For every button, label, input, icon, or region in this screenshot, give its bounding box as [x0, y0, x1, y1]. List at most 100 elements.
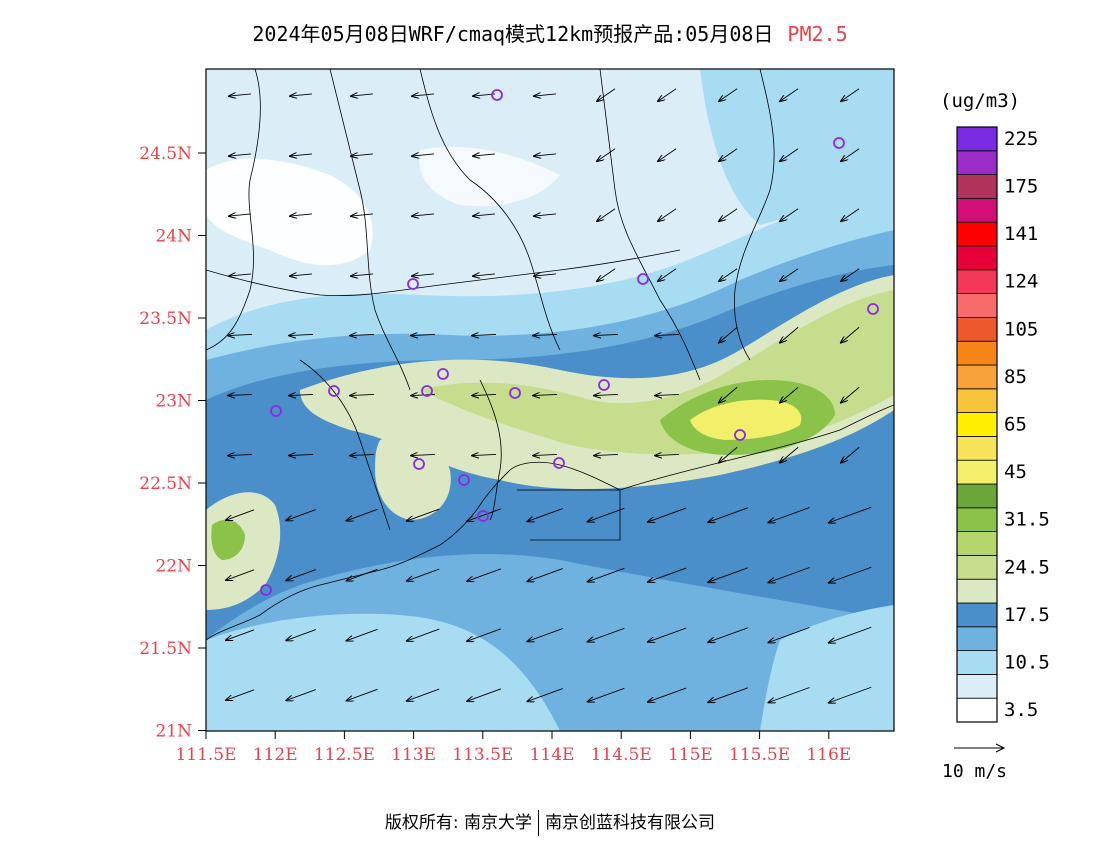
- wind-arrow: [407, 568, 440, 581]
- district-boundary: [299, 359, 391, 531]
- province-boundary: [599, 69, 701, 381]
- legend-swatch: [956, 459, 998, 485]
- wind-arrow: [534, 214, 556, 216]
- wind-arrow: [286, 629, 316, 641]
- wind-arrow: [290, 94, 312, 96]
- wind-arrow: [346, 628, 378, 640]
- wind-arrow: [841, 88, 860, 101]
- product-title: 2024年05月08日WRF/cmaq模式12km预报产品:05月08日: [252, 22, 774, 46]
- copyright-separator: [538, 810, 540, 836]
- station-marker: [637, 273, 649, 285]
- wind-arrow: [708, 627, 748, 642]
- wind-arrow: [655, 454, 680, 455]
- legend-frame: [956, 126, 998, 723]
- legend-swatch: [956, 293, 998, 318]
- wind-arrow: [655, 334, 680, 335]
- lat-tick-label: 21N: [155, 722, 192, 742]
- lon-tick-label: 115.5E: [729, 745, 790, 765]
- lat-tick-label: 24.5N: [139, 144, 192, 164]
- boundaries: [206, 69, 894, 641]
- light-blue-patch-ne: [700, 69, 894, 225]
- lat-tick-label: 23.5N: [139, 309, 192, 329]
- province-boundary: [329, 69, 411, 391]
- wind-arrow: [780, 88, 799, 101]
- legend-label: 24.5: [1004, 556, 1050, 578]
- wind-arrow: [648, 567, 687, 582]
- legend-swatch: [956, 197, 998, 223]
- copyright-right: 南京创蓝科技有限公司: [545, 813, 716, 833]
- wind-vectors: [226, 88, 872, 703]
- wind-arrow: [841, 386, 860, 402]
- wind-arrow: [841, 208, 860, 221]
- wind-arrow: [350, 454, 375, 455]
- wind-arrow: [472, 454, 497, 455]
- legend-label: 175: [1004, 176, 1038, 198]
- wind-arrow: [588, 627, 625, 641]
- wind-arrow: [658, 148, 677, 161]
- wind-arrow: [229, 214, 251, 216]
- wind-arrow: [780, 208, 799, 221]
- station-marker: [509, 387, 521, 399]
- legend-swatch: [956, 126, 998, 152]
- wind-arrow: [719, 268, 738, 281]
- legend-swatch: [956, 626, 998, 651]
- wind-arrow: [228, 454, 253, 455]
- legend-swatch: [956, 388, 998, 413]
- wind-arrow: [708, 507, 748, 522]
- wind-arrow: [407, 628, 440, 641]
- longitude-axis: 111.5E 112E 112.5E 113E 113.5E 114E 114.5E 115E…: [175, 731, 851, 765]
- wind-arrow: [780, 268, 799, 281]
- station-marker: [421, 385, 433, 397]
- legend-swatch: [956, 578, 998, 604]
- color-legend: 3.5 10.5 17.5 24.5 31.5 45 65 85 105 124 141 175 225: [956, 126, 1050, 723]
- lon-tick-label: 114E: [530, 745, 575, 765]
- wind-arrow: [226, 629, 255, 640]
- wind-arrow: [768, 507, 810, 523]
- station-marker: [477, 510, 489, 522]
- wind-arrow: [655, 394, 680, 395]
- wind-arrow: [719, 446, 738, 462]
- copyright-footer: 版权所有: 南京大学 南京创蓝科技有限公司: [0, 808, 1100, 836]
- wind-arrow: [412, 154, 434, 156]
- legend-label: 45: [1004, 461, 1027, 483]
- wind-arrow: [719, 386, 738, 402]
- coastal-light-patch: [375, 436, 451, 520]
- yellow-hotspot: [690, 399, 802, 440]
- wind-arrow: [289, 394, 314, 395]
- wind-arrow: [527, 688, 563, 702]
- wind-arrow: [226, 569, 255, 580]
- wind-arrow: [780, 446, 799, 462]
- wind-arrow: [228, 334, 253, 335]
- wind-arrow: [658, 208, 677, 221]
- clean-air-patch: [419, 146, 560, 207]
- wind-arrow: [467, 628, 502, 641]
- province-boundary: [206, 69, 261, 351]
- legend-swatch: [956, 555, 998, 580]
- legend-swatch: [956, 150, 998, 176]
- wind-arrow: [594, 334, 619, 335]
- wind-arrow: [841, 148, 860, 161]
- wind-arrow: [351, 214, 373, 216]
- wind-arrow: [407, 508, 440, 521]
- station-marker: [260, 584, 272, 596]
- legend-swatch: [956, 412, 998, 437]
- wind-arrow: [228, 394, 253, 395]
- legend-swatch: [956, 435, 998, 461]
- station-marker: [270, 405, 282, 417]
- legend-swatch: [956, 316, 998, 342]
- wind-arrow: [412, 214, 434, 216]
- legend-swatch: [956, 674, 998, 699]
- legend-swatch: [956, 697, 998, 723]
- wind-arrow: [719, 326, 738, 342]
- wind-arrow: [841, 446, 860, 462]
- wind-arrow: [829, 506, 872, 523]
- legend-swatch: [956, 531, 998, 556]
- wind-arrow: [289, 334, 314, 335]
- wind-arrow: [527, 628, 563, 642]
- wind-arrow: [841, 268, 860, 281]
- lon-tick-label: 114.5E: [591, 745, 652, 765]
- wind-arrow: [346, 568, 378, 580]
- wind-arrow: [768, 627, 810, 643]
- station-marker: [734, 429, 746, 441]
- legend-label: 85: [1004, 366, 1027, 388]
